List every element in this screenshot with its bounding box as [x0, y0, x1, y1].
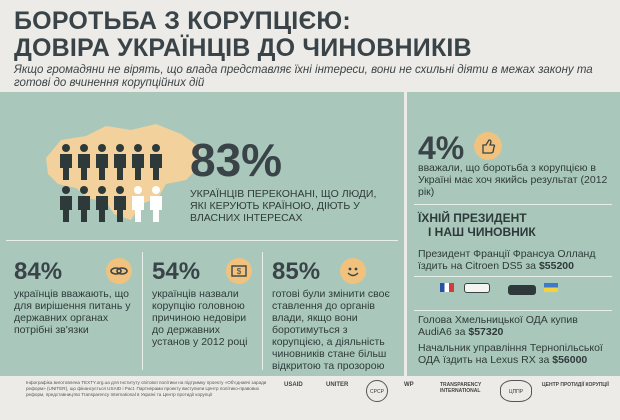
president-heading: ЇХНІЙ ПРЕЗИДЕНТ І НАШ ЧИНОВНИК [418, 211, 536, 239]
president-item-1: Президент Франції Франсуа Олланд їздить … [418, 248, 608, 272]
title-line-1: БОРОТЬБА З КОРУПЦІЄЮ: [14, 7, 351, 35]
right-stat-value: 4% [418, 130, 465, 166]
stat-85-text: готові були змінити своє ставлення до ор… [272, 288, 390, 372]
president-item-2-price: $57320 [468, 326, 504, 338]
president-item-1-text: Президент Франції Франсуа Олланд їздить … [418, 248, 596, 272]
page-subtitle: Якщо громадяни не вірять, що влада предс… [14, 64, 593, 89]
right-panel [407, 92, 620, 376]
logo-usaid: USAID [284, 382, 303, 388]
president-item-3: Начальник управління Тернопільської ОДА … [418, 342, 608, 366]
person-head [98, 144, 106, 152]
president-item-3-price: $56000 [552, 354, 588, 366]
main-stat-text: УКРАЇНЦІВ ПЕРЕКОНАНІ, ЩО ЛЮДИ, ЯКІ КЕРУЮ… [190, 188, 377, 224]
person-body [60, 154, 72, 180]
thumbs-up-icon [474, 132, 502, 160]
person-body [150, 154, 162, 180]
ukraine-flag-icon [544, 283, 558, 292]
president-item-3-text: Начальник управління Тернопільської ОДА … [418, 342, 603, 366]
france-flag-icon [440, 283, 454, 292]
smile-icon [340, 258, 366, 284]
right-divider-2 [414, 276, 612, 277]
person-body [114, 154, 126, 180]
president-item-1-price: $55200 [538, 260, 574, 272]
person-head [134, 144, 142, 152]
person-head [62, 144, 70, 152]
right-stat-text: вважали, що боротьба з корупцією в Украї… [418, 162, 608, 198]
logo-cppr-text: ЦППР [508, 389, 524, 395]
person-body [78, 154, 90, 180]
logo-uniter: UNITER [326, 382, 349, 388]
right-divider-1 [414, 204, 612, 205]
main-stat-value: 83% [190, 134, 283, 186]
left-divider-vertical-1 [142, 252, 143, 370]
footer-text: Інфографіка виготовлена TEXTY.org.ua для… [26, 380, 267, 397]
footer [0, 376, 620, 420]
chain-icon [106, 258, 132, 284]
logo-cpcp-text: CPCP [370, 389, 384, 395]
president-item-2: Голова Хмельницької ОДА купив AudiA6 за … [418, 314, 608, 338]
money-icon: $ [226, 258, 252, 284]
logo-anticorruption: ЦЕНТР ПРОТИДІЇ КОРУПЦІЇ [542, 382, 609, 388]
page-title: БОРОТЬБА З КОРУПЦІЄЮ: ДОВІРА УКРАЇНЦІВ Д… [14, 8, 614, 62]
logo-cppr: ЦППР [500, 380, 532, 402]
stat-84-value: 84% [14, 258, 63, 285]
stat-85-value: 85% [272, 258, 321, 285]
person-head [116, 186, 124, 194]
person-body [132, 196, 144, 222]
stat-84-text: українців вважають, що для вирішення пит… [14, 288, 131, 336]
audi-car-icon [508, 285, 536, 295]
president-heading-line-2: І НАШ ЧИНОВНИК [428, 225, 536, 239]
people-icon [60, 144, 162, 222]
person-body [96, 196, 108, 222]
president-item-2-text: Голова Хмельницької ОДА купив AudiA6 за [418, 314, 578, 338]
person-head [80, 144, 88, 152]
person-body [60, 196, 72, 222]
person-head [134, 186, 142, 194]
logo-wp: WP [404, 382, 414, 388]
person-head [116, 144, 124, 152]
person-body [78, 196, 90, 222]
president-heading-line-1: ЇХНІЙ ПРЕЗИДЕНТ [418, 211, 527, 225]
left-divider-horizontal [6, 240, 398, 241]
person-body [150, 196, 162, 222]
svg-text:$: $ [237, 267, 242, 276]
person-body [114, 196, 126, 222]
person-body [96, 154, 108, 180]
right-divider-3 [414, 310, 612, 311]
person-body [132, 154, 144, 180]
citroen-car-icon [464, 283, 490, 293]
logo-cpcp: CPCP [366, 380, 388, 402]
person-head [80, 186, 88, 194]
person-head [62, 186, 70, 194]
title-line-2: ДОВІРА УКРАЇНЦІВ ДО ЧИНОВНИКІВ [14, 34, 472, 62]
stat-54-text: українців назвали корупцію головною прич… [152, 288, 248, 348]
left-divider-vertical-2 [262, 252, 263, 370]
person-head [98, 186, 106, 194]
stat-54-value: 54% [152, 258, 201, 285]
person-head [152, 144, 160, 152]
logo-transparency: TRANSPARENCY INTERNATIONAL [440, 382, 482, 394]
person-head [152, 186, 160, 194]
